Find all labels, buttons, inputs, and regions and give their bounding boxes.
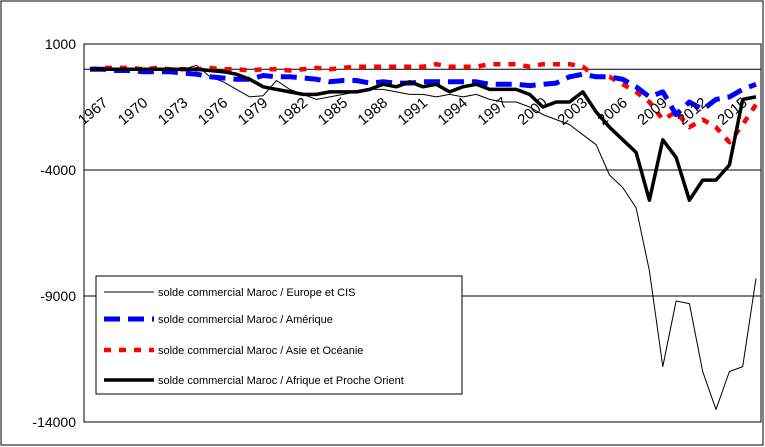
series-lines bbox=[89, 61, 758, 410]
legend-box bbox=[95, 275, 463, 395]
plot-area bbox=[83, 43, 762, 423]
y-tick-label: 1000 bbox=[45, 36, 76, 52]
legend: solde commercial Maroc / Europe et CIS so… bbox=[95, 275, 463, 395]
series-line-2 bbox=[90, 66, 757, 118]
series-line-4 bbox=[90, 67, 757, 202]
y-tick-label: -14000 bbox=[32, 414, 76, 430]
legend-label: solde commercial Maroc / Europe et CIS bbox=[158, 287, 355, 299]
y-axis: 1000 -4000 -9000 -14000 bbox=[32, 36, 76, 430]
legend-label: solde commercial Maroc / Amérique bbox=[158, 314, 333, 326]
y-tick-label: -4000 bbox=[40, 162, 76, 178]
legend-label: solde commercial Maroc / Afrique et Proc… bbox=[158, 375, 404, 387]
legend-label: solde commercial Maroc / Asie et Océanie bbox=[158, 345, 363, 357]
y-tick-label: -9000 bbox=[40, 288, 76, 304]
